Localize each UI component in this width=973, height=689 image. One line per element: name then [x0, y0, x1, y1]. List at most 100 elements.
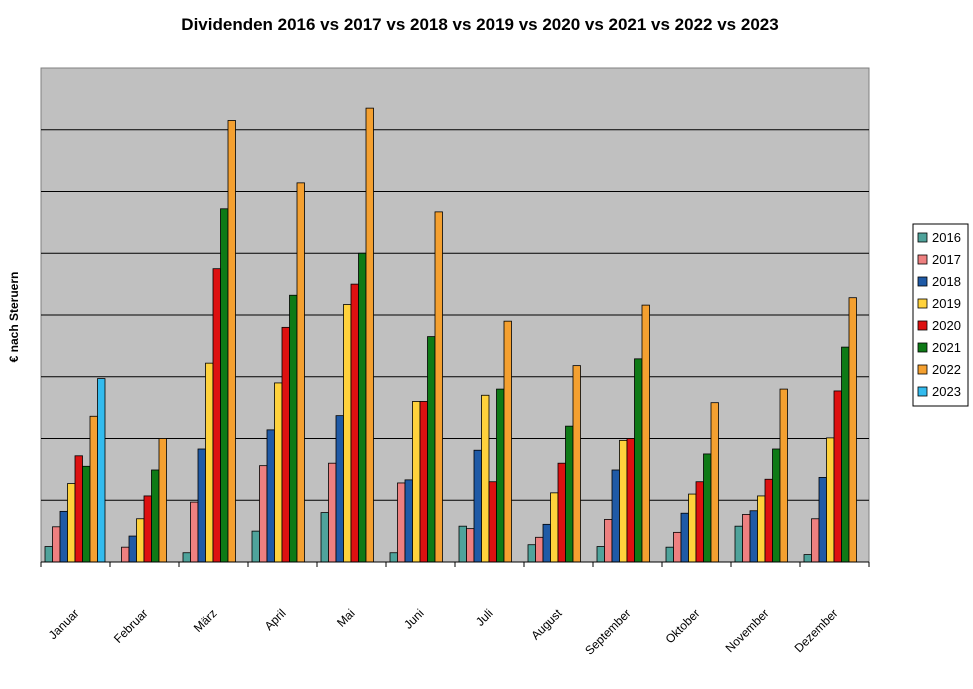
legend-swatch [917, 342, 928, 353]
x-tick-label: April [262, 606, 289, 633]
bar-2021-6 [496, 388, 505, 563]
bar-2019-5 [412, 401, 421, 563]
bar-2020-10 [764, 478, 773, 563]
x-tick-label: Dezember [792, 606, 841, 655]
x-tick-labels: Januar Februar März April Mai Juni Juli August S… [46, 606, 841, 658]
bar-2016-2 [182, 552, 191, 563]
x-tick-label: Oktober [663, 606, 703, 646]
bar-2017-8 [604, 518, 613, 563]
x-tick-label: September [582, 606, 633, 657]
bar-2021-5 [427, 336, 436, 563]
bar-2018-8 [611, 469, 620, 563]
bar-2016-4 [320, 512, 329, 563]
bar-2020-2 [212, 268, 221, 563]
bar-2019-10 [757, 495, 766, 563]
bar-2019-11 [826, 437, 835, 563]
y-axis-label: € nach Steruern [7, 272, 21, 363]
bar-2018-4 [335, 415, 344, 563]
legend-label: 2022 [932, 362, 961, 377]
bar-2019-3 [274, 382, 283, 563]
bar-2017-5 [397, 482, 406, 563]
bar-2021-11 [841, 346, 850, 563]
bar-2021-8 [634, 358, 643, 563]
x-tick-label: März [191, 606, 220, 635]
bar-2019-7 [550, 492, 559, 563]
bar-2017-7 [535, 536, 544, 563]
bar-2021-4 [358, 252, 367, 563]
bar-2016-11 [803, 554, 812, 563]
legend-label: 2023 [932, 384, 961, 399]
bar-2017-0 [52, 526, 61, 563]
bar-2020-9 [695, 481, 704, 563]
bar-2022-5 [434, 211, 443, 563]
bar-2017-11 [811, 518, 820, 563]
bar-2022-9 [710, 402, 719, 563]
bar-2018-1 [128, 535, 137, 563]
bar-2018-0 [59, 510, 68, 563]
bar-2019-8 [619, 439, 628, 563]
bar-2020-3 [281, 326, 290, 563]
bar-2020-8 [626, 438, 635, 563]
bar-2020-7 [557, 462, 566, 563]
bar-2021-3 [289, 294, 298, 563]
x-tick-label: Juli [473, 606, 496, 629]
x-axis [40, 561, 870, 567]
bar-2018-11 [818, 476, 827, 563]
bar-2018-3 [266, 429, 275, 563]
bar-2017-6 [466, 528, 475, 563]
bar-2019-6 [481, 394, 490, 563]
x-tick-label: Februar [111, 606, 151, 646]
bar-2021-10 [772, 448, 781, 563]
bar-2017-1 [121, 546, 130, 563]
bar-2022-10 [779, 388, 788, 563]
legend-label: 2018 [932, 274, 961, 289]
legend-swatch [917, 254, 928, 265]
gridlines [41, 129, 869, 501]
bar-2016-8 [596, 546, 605, 563]
bar-2018-7 [542, 523, 551, 563]
legend-label: 2016 [932, 230, 961, 245]
bar-2020-0 [74, 455, 83, 563]
x-tick-label: November [723, 606, 772, 655]
bar-2017-3 [259, 465, 268, 563]
bar-2020-11 [833, 390, 842, 563]
legend-label: 2020 [932, 318, 961, 333]
bar-2016-7 [527, 544, 536, 563]
bar-2016-0 [44, 546, 53, 563]
bar-2019-4 [343, 304, 352, 563]
bar-2019-1 [136, 518, 145, 563]
bar-2022-0 [89, 415, 98, 563]
bar-2016-9 [665, 546, 674, 563]
legend-swatch [917, 276, 928, 287]
legend: 2016 2017 2018 2019 2020 2021 2022 2023 [912, 223, 969, 407]
bar-2022-4 [365, 107, 374, 563]
x-tick-label: August [528, 606, 565, 643]
legend-swatch [917, 386, 928, 397]
bar-2019-9 [688, 493, 697, 563]
bar-2018-9 [680, 512, 689, 563]
bar-2020-1 [143, 495, 152, 563]
bar-2017-10 [742, 514, 751, 563]
legend-swatch [917, 320, 928, 331]
legend-label: 2021 [932, 340, 961, 355]
bar-2022-8 [641, 304, 650, 563]
chart-title: Dividenden 2016 vs 2017 vs 2018 vs 2019 … [181, 15, 778, 34]
bar-2016-10 [734, 525, 743, 563]
bar-2020-5 [419, 401, 428, 563]
bar-2016-6 [458, 525, 467, 563]
bar-2022-1 [158, 438, 167, 563]
bar-2019-2 [205, 362, 214, 563]
bar-2018-10 [749, 510, 758, 563]
x-tick-label: Juni [401, 606, 426, 631]
bar-2021-0 [82, 465, 91, 563]
bar-2017-2 [190, 501, 199, 563]
bar-2022-6 [503, 320, 512, 563]
bar-2021-7 [565, 425, 574, 563]
bar-2017-4 [328, 462, 337, 563]
bar-2021-1 [151, 469, 160, 563]
bar-2018-2 [197, 448, 206, 563]
x-tick-label: Januar [46, 606, 82, 642]
bar-2022-2 [227, 120, 236, 563]
bar-2019-0 [67, 483, 76, 563]
